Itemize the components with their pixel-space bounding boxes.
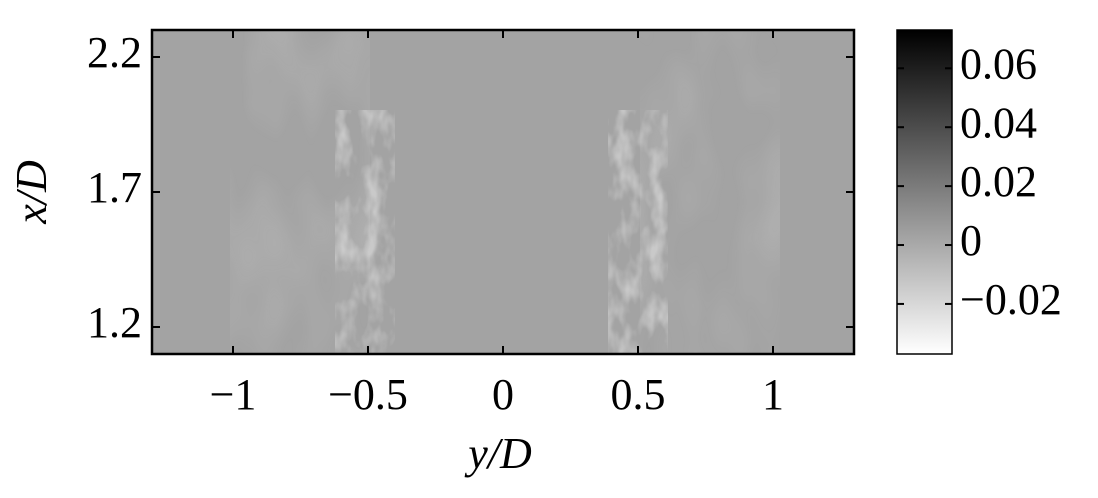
y-tick-label: 2.2 (87, 28, 142, 77)
colorbar-tick-label: −0.02 (960, 275, 1062, 324)
colorbar-tick-label: 0.06 (960, 39, 1037, 88)
y-tick-label: 1.7 (87, 163, 142, 212)
x-tick-label: 0 (492, 370, 514, 419)
x-axis-label: y/D (464, 429, 532, 478)
y-tick-label: 1.2 (87, 298, 142, 347)
colorbar-tick-label: 0.04 (960, 98, 1037, 147)
field-texture (335, 110, 395, 354)
field-texture (608, 110, 668, 354)
x-tick-label: 1 (762, 370, 784, 419)
colorbar (896, 29, 953, 355)
colorbar-tick-label: 0.02 (960, 157, 1037, 206)
field (152, 30, 854, 354)
x-tick-label: −0.5 (328, 370, 408, 419)
colorbar-tick-label: 0 (960, 216, 982, 265)
x-tick-label: 0.5 (611, 370, 666, 419)
x-tick-label: −1 (210, 370, 257, 419)
y-axis-label: x/D (7, 160, 56, 225)
